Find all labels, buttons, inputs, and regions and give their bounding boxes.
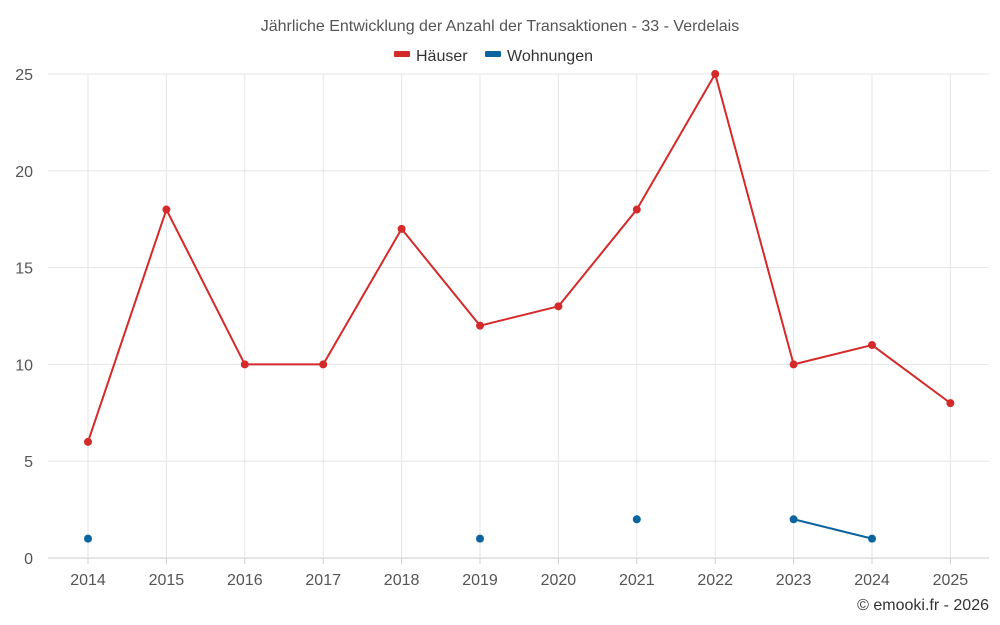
series-1-point[interactable] — [711, 70, 720, 78]
legend-item-wohnungen[interactable]: Wohnungen — [485, 48, 593, 65]
series-1-point[interactable] — [319, 360, 328, 369]
series-1 — [84, 70, 955, 446]
series-2-point[interactable] — [789, 515, 798, 524]
y-tick-label: 15 — [15, 261, 33, 278]
series-1-point[interactable] — [868, 341, 876, 350]
x-tick-label: 2020 — [541, 572, 577, 589]
series-2-line — [793, 518, 873, 540]
y-axis: 0 5 10 15 20 25 — [15, 67, 33, 568]
series-2 — [84, 515, 876, 543]
x-tick-label: 2015 — [149, 572, 185, 589]
chart-title: Jährliche Entwicklung der Anzahl der Tra… — [261, 18, 739, 35]
x-tick-label: 2022 — [697, 572, 733, 589]
x-tick-label: 2023 — [776, 572, 812, 589]
legend-swatch-wohnungen — [485, 51, 501, 57]
y-tick-label: 10 — [15, 357, 33, 374]
series-2-point[interactable] — [84, 534, 92, 543]
x-tick-label: 2021 — [619, 572, 655, 589]
series-1-point[interactable] — [554, 302, 563, 311]
x-tick-label: 2014 — [70, 572, 106, 589]
x-axis: 2014 2015 2016 2017 2018 2019 2020 2021 2022 2023… — [70, 558, 968, 589]
series-1-point[interactable] — [397, 224, 406, 233]
x-tick-label: 2024 — [854, 572, 890, 589]
series-1-point[interactable] — [240, 360, 249, 369]
x-tick-label: 2016 — [227, 572, 263, 589]
x-tick-label: 2017 — [305, 572, 341, 589]
x-tick-label: 2018 — [384, 572, 420, 589]
x-tick-label: 2019 — [462, 572, 498, 589]
legend-swatch-haeuser — [394, 51, 410, 57]
y-tick-label: 0 — [24, 551, 33, 568]
x-tick-label: 2025 — [933, 572, 969, 589]
series-1-line — [87, 73, 951, 443]
legend-item-haeuser[interactable]: Häuser — [394, 48, 468, 65]
credit-text: © emooki.fr - 2026 — [857, 597, 989, 614]
legend-label-wohnungen: Wohnungen — [507, 48, 593, 65]
legend: Häuser Wohnungen — [394, 48, 593, 65]
series-1-point[interactable] — [789, 360, 798, 369]
series-1-point[interactable] — [162, 205, 171, 214]
series-1-point[interactable] — [476, 321, 484, 330]
legend-label-haeuser: Häuser — [416, 48, 468, 65]
series-1-point[interactable] — [946, 399, 955, 408]
y-tick-label: 20 — [15, 164, 33, 181]
series-2-point[interactable] — [868, 534, 876, 543]
grid — [48, 73, 989, 559]
series-2-point[interactable] — [632, 515, 641, 524]
y-tick-label: 5 — [24, 454, 33, 471]
series-layer — [84, 70, 955, 543]
series-1-point[interactable] — [84, 437, 92, 446]
series-1-point[interactable] — [632, 205, 641, 214]
series-2-point[interactable] — [476, 534, 484, 543]
y-tick-label: 25 — [15, 67, 33, 84]
